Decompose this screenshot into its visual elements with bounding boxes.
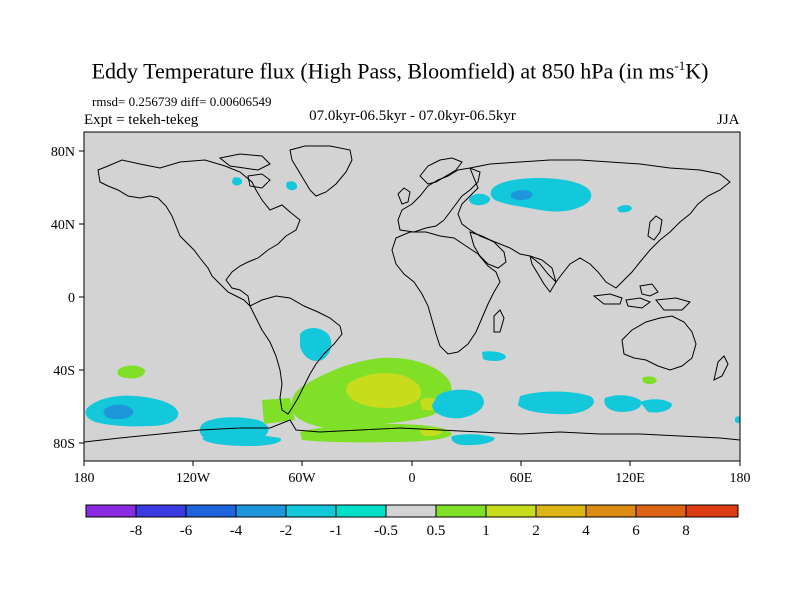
coast-new-zealand — [713, 355, 729, 381]
x-tick-label: 180 — [730, 471, 751, 486]
colorbar-label: -6 — [180, 523, 193, 539]
axis-ticks — [79, 150, 741, 466]
colorbar-swatch — [236, 505, 286, 517]
colorbar-swatch — [136, 505, 186, 517]
colorbar-label: 8 — [682, 523, 690, 539]
anomaly-southern-pacific-east — [640, 399, 672, 413]
anomaly-indian-ocean — [482, 351, 506, 362]
y-tick-label: 40S — [53, 364, 75, 379]
coast-scandinavia — [419, 157, 463, 185]
anomaly-dateline-east — [735, 416, 740, 424]
coast-europe — [397, 167, 481, 233]
coastlines — [84, 145, 740, 443]
colorbar-label: 4 — [582, 523, 590, 539]
anomaly-siberia — [490, 177, 592, 212]
anomaly-canada-2 — [286, 181, 298, 191]
coast-indonesia — [592, 283, 691, 311]
flux-anomaly-fields — [85, 177, 740, 446]
colorbar-swatch — [86, 505, 136, 517]
x-tick-label: 180 — [74, 471, 95, 486]
coast-greenland — [289, 145, 353, 197]
x-tick-label: 60E — [510, 471, 533, 486]
coast-australia — [621, 315, 697, 371]
colorbar-swatch — [386, 505, 436, 517]
period-label: 07.0kyr-06.5kyr - 07.0kyr-06.5kyr — [309, 108, 516, 124]
anomaly-south-atlantic-yellow — [346, 373, 422, 408]
anomaly-south-pacific-green — [117, 365, 146, 379]
season-label: JJA — [717, 112, 740, 128]
colorbar-swatch — [686, 505, 738, 517]
coast-north-america — [97, 159, 301, 308]
stats-label: rmsd= 0.256739 diff= 0.00606549 — [92, 94, 272, 109]
anomaly-southern-indian-2 — [518, 391, 594, 415]
colorbar-swatch — [536, 505, 586, 517]
colorbar-swatch — [486, 505, 536, 517]
x-tick-labels: 180 120W 60W 0 60E 120E 180 — [74, 471, 751, 486]
coast-japan — [647, 215, 663, 241]
colorbar-swatch — [636, 505, 686, 517]
experiment-label: Expt = tekeh-tekeg — [84, 112, 199, 128]
coast-south-america — [249, 295, 343, 415]
coast-africa — [391, 231, 501, 355]
anomaly-south-pacific-core — [103, 404, 134, 420]
colorbar-label: -1 — [330, 523, 343, 539]
colorbar-swatch — [186, 505, 236, 517]
coast-antarctica — [84, 419, 740, 443]
y-tick-label: 80S — [53, 437, 75, 452]
anomaly-drake-green — [262, 398, 295, 424]
colorbar-label: 1 — [482, 523, 490, 539]
anomaly-south-america — [300, 328, 332, 362]
coast-india — [529, 255, 557, 293]
anomaly-europe — [468, 193, 491, 206]
anomaly-southern-indian-3 — [604, 395, 642, 412]
anomaly-siberia-core — [510, 190, 533, 201]
colorbar-label: -4 — [230, 523, 243, 539]
colorbar-label: 6 — [632, 523, 640, 539]
coast-arctic-islands — [218, 153, 271, 189]
anomaly-tasman-green — [642, 376, 657, 385]
colorbar-label: -2 — [280, 523, 293, 539]
anomaly-pacific-cyan-2 — [202, 435, 281, 446]
y-tick-label: 80N — [51, 145, 75, 160]
colorbar-label: -0.5 — [374, 523, 398, 539]
colorbar-label: 0.5 — [427, 523, 446, 539]
colorbar-swatch — [286, 505, 336, 517]
anomaly-canada-1 — [232, 177, 243, 186]
x-tick-label: 120E — [615, 471, 645, 486]
colorbar-swatch — [586, 505, 636, 517]
anomaly-southern-indian — [432, 389, 484, 419]
y-tick-labels: 80N 40N 0 40S 80S — [51, 145, 75, 452]
anomaly-antarctic-cyan — [451, 434, 495, 446]
x-tick-label: 120W — [176, 471, 211, 486]
coast-asia — [457, 159, 731, 289]
x-tick-label: 0 — [409, 471, 416, 486]
colorbar: -8 -6 -4 -2 -1 -0.5 0.5 1 2 4 6 8 — [85, 504, 739, 539]
coast-british-isles — [397, 187, 411, 205]
colorbar-swatch — [436, 505, 486, 517]
coast-madagascar — [493, 309, 505, 333]
colorbar-swatch — [336, 505, 386, 517]
plot-title: Eddy Temperature flux (High Pass, Bloomf… — [91, 58, 709, 84]
colorbar-label: 2 — [532, 523, 540, 539]
x-tick-label: 60W — [288, 471, 316, 486]
coast-arabia — [469, 231, 507, 269]
y-tick-label: 0 — [68, 291, 75, 306]
colorbar-label: -8 — [130, 523, 143, 539]
anomaly-far-east — [617, 205, 632, 213]
y-tick-label: 40N — [51, 218, 75, 233]
